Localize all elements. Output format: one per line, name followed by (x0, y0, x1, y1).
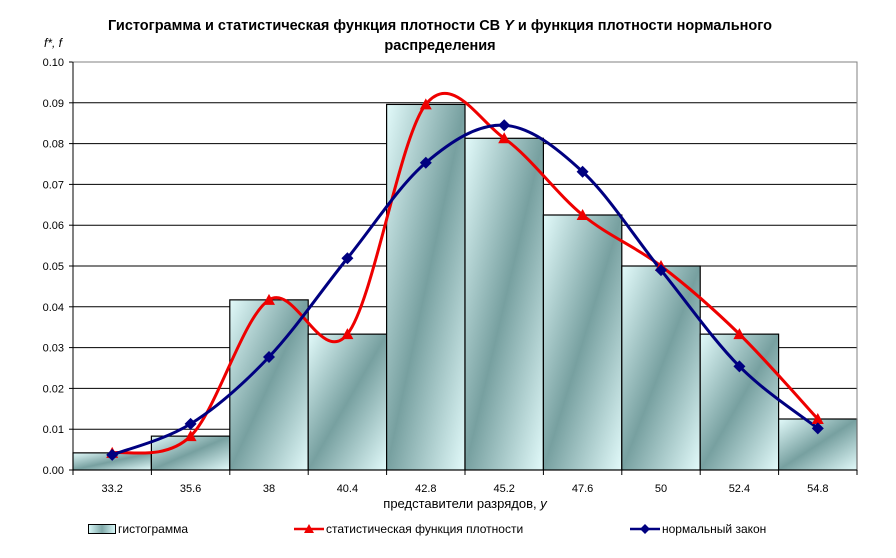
legend-swatch-histogram (88, 524, 116, 534)
y-tick-label: 0.08 (43, 139, 64, 151)
x-tick-label: 40.4 (337, 483, 358, 495)
series-lines (111, 91, 819, 457)
histogram-bar (621, 265, 701, 471)
legend-label-stat: статистическая функция плотности (326, 522, 524, 536)
legend-item-histogram: гистограмма (88, 522, 188, 536)
y-axis-label: f*, f (44, 36, 63, 50)
y-tick-label: 0.06 (43, 220, 64, 232)
histogram-bars (72, 103, 858, 471)
legend-swatch-normal (630, 524, 660, 534)
y-tick-label: 0.09 (43, 98, 64, 110)
normal-density-point (733, 360, 746, 373)
histogram-bar (150, 435, 231, 471)
normal-density-point (341, 252, 354, 265)
chart-title: Гистограмма и статистическая функция пло… (80, 16, 800, 56)
histogram-bar (464, 137, 545, 471)
y-tick-label: 0.01 (43, 424, 64, 436)
histogram-bar (542, 214, 623, 471)
legend-label-normal: нормальный закон (662, 522, 767, 536)
stat-density-point (263, 293, 275, 305)
x-tick-label: 45.2 (493, 483, 514, 495)
tick-labels: 0.00 0.01 0.02 0.03 0.04 0.05 0.06 0.07 0.08 0.09… (43, 57, 829, 495)
stat-density-point (733, 328, 746, 340)
normal-density-point (419, 156, 432, 169)
title-part-1: Гистограмма и статистическая функция пло… (108, 18, 505, 34)
title-var: Y (504, 18, 514, 34)
x-tick-label: 38 (263, 483, 275, 495)
x-tick-label: 33.2 (101, 483, 122, 495)
normal-density-point (184, 417, 197, 430)
histogram-bar (699, 333, 780, 471)
x-tick-label: 42.8 (415, 483, 436, 495)
x-tick-label: 50 (655, 483, 667, 495)
y-tick-label: 0.05 (43, 261, 64, 273)
y-tick-label: 0.04 (43, 302, 64, 314)
stat-density-point (184, 430, 197, 442)
stat-density-point (341, 328, 354, 340)
legend-swatch-stat (294, 524, 324, 533)
legend-item-stat: статистическая функция плотности (294, 522, 523, 536)
stat-density-point (576, 209, 589, 220)
normal-density-point (263, 350, 275, 363)
legend-item-normal: нормальный закон (630, 522, 766, 536)
normal-density-point (655, 264, 667, 277)
normal-density-point (106, 448, 119, 461)
x-axis-label: представители разрядов, y (73, 496, 857, 511)
x-tick-label: 52.4 (729, 483, 750, 495)
normal-density-point (811, 422, 824, 435)
normal-density-point (498, 119, 511, 132)
stat-density-point (811, 413, 824, 424)
legend-label-histogram: гистограмма (118, 522, 189, 536)
x-tick-label: 35.6 (180, 483, 201, 495)
normal-density-point (576, 165, 589, 178)
x-tick-label: 54.8 (807, 483, 828, 495)
stat-density-line (111, 91, 819, 455)
y-tick-label: 0.02 (43, 383, 64, 395)
x-tick-label: 47.6 (572, 483, 593, 495)
normal-density-line (111, 123, 819, 457)
stat-density-point (498, 132, 511, 144)
title-part-2: и функция плотности нормального распреде… (384, 18, 772, 54)
y-tick-label: 0.10 (43, 57, 64, 69)
y-tick-label: 0.00 (43, 465, 64, 477)
series-markers (106, 98, 824, 461)
y-tick-label: 0.03 (43, 343, 64, 355)
y-tick-label: 0.07 (43, 179, 64, 191)
x-axis-label-var: y (540, 496, 547, 511)
axes (69, 61, 858, 475)
x-axis-label-text: представители разрядов, (383, 496, 541, 511)
stat-density-point (419, 98, 432, 110)
histogram-bar (307, 333, 388, 471)
